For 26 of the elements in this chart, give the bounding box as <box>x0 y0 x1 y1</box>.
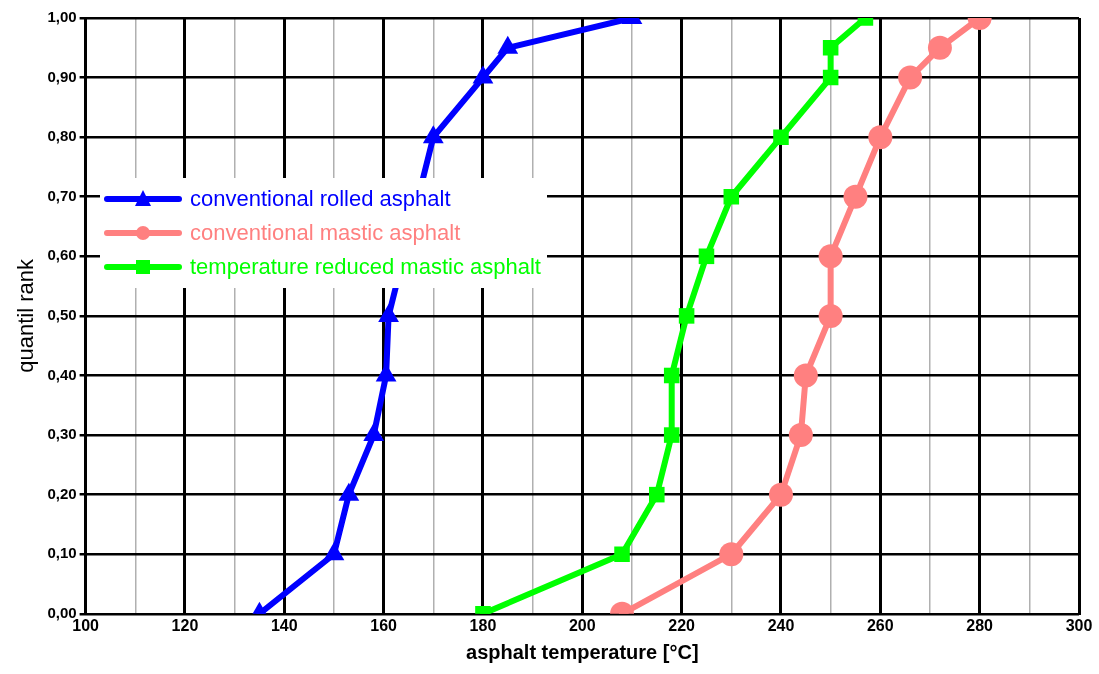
y-tick-label: 0,40 <box>47 365 77 383</box>
y-tick-label: 0,80 <box>47 127 77 145</box>
y-tick-label: 0,90 <box>47 67 77 85</box>
y-axis-title: quantil rank <box>13 258 39 373</box>
x-tick-label: 160 <box>370 616 398 634</box>
x-axis-title: asphalt temperature [°C] <box>466 640 699 663</box>
x-tick-label: 300 <box>1065 616 1093 634</box>
legend-label: conventional rolled asphalt <box>190 186 451 212</box>
x-tick-label: 140 <box>270 616 298 634</box>
y-tick-label: 0,30 <box>47 425 77 443</box>
y-tick-label: 0,60 <box>47 246 77 264</box>
x-tick-label: 200 <box>568 616 596 634</box>
x-tick-label: 180 <box>469 616 497 634</box>
legend-label: temperature reduced mastic asphalt <box>190 254 541 280</box>
y-tick-label: 0,70 <box>47 186 77 204</box>
y-tick-label: 1,00 <box>47 8 77 26</box>
y-tick-label: 0,10 <box>47 544 77 562</box>
y-tick-label: 0,20 <box>47 484 77 502</box>
legend-label: conventional mastic asphalt <box>190 220 461 246</box>
x-tick-label: 220 <box>668 616 696 634</box>
x-tick-label: 120 <box>171 616 199 634</box>
y-tick-label: 0,00 <box>47 603 77 621</box>
x-tick-label: 240 <box>767 616 795 634</box>
y-tick-label: 0,50 <box>47 306 77 324</box>
x-tick-label: 260 <box>866 616 894 634</box>
x-tick-label: 280 <box>966 616 994 634</box>
